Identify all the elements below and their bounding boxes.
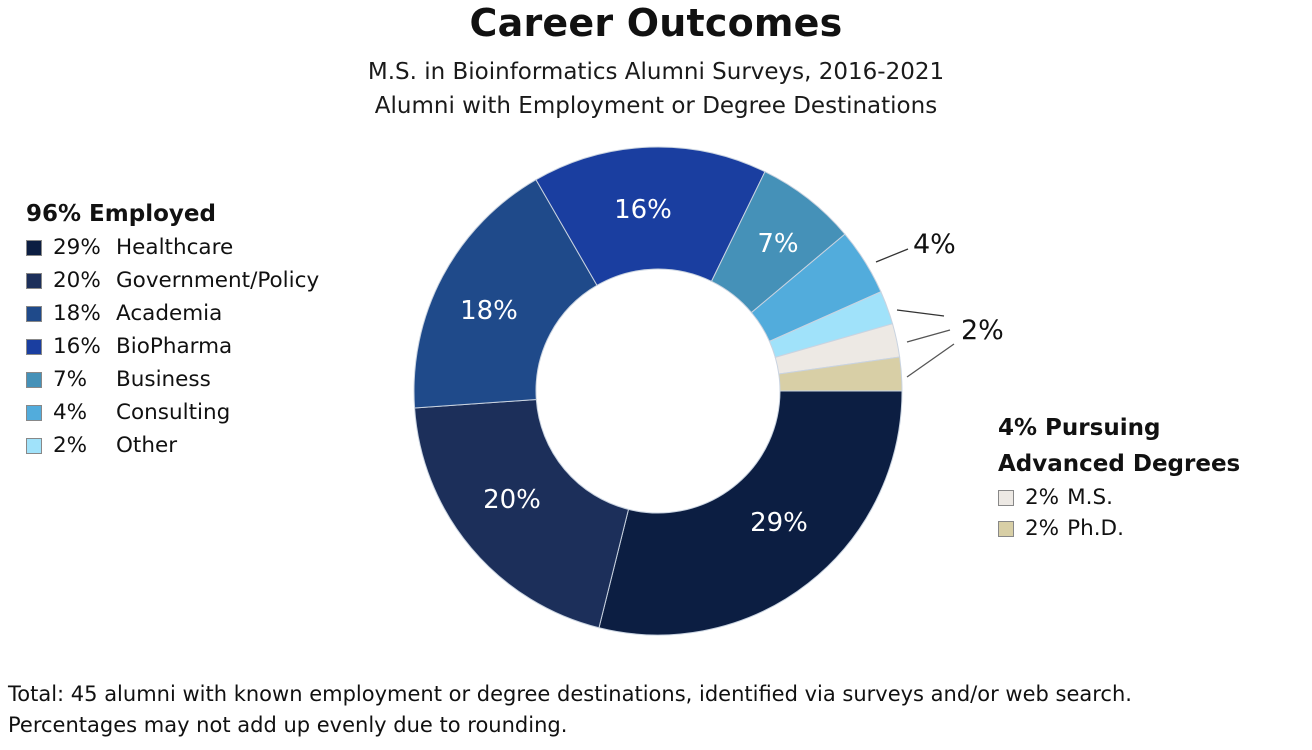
- legend-swatch: [26, 371, 42, 388]
- callout-line-phd: [906, 343, 955, 378]
- legend-employed-title: 96% Employed: [26, 201, 216, 227]
- donut-slices: [413, 146, 903, 636]
- legend-label: Healthcare: [116, 235, 234, 260]
- callout-line-ms: [906, 329, 951, 343]
- legend-swatch: [26, 239, 42, 256]
- legend-swatch: [998, 520, 1014, 537]
- legend-degrees-title-line1: 4% Pursuing: [998, 415, 1161, 441]
- legend-swatch: [26, 272, 42, 289]
- legend-percent: 4%: [53, 400, 88, 425]
- legend-item-consulting: 4% Consulting: [26, 396, 319, 429]
- legend-item-m-s-: 2% M.S.: [998, 482, 1240, 513]
- legend-item-academia: 18% Academia: [26, 297, 319, 330]
- legend-employed-items: 29% Healthcare 20% Government/Policy 18% Acad…: [26, 231, 319, 462]
- legend-item-business: 7% Business: [26, 363, 319, 396]
- slice-government-policy: [414, 398, 630, 629]
- slice-label-business: 7%: [757, 229, 798, 259]
- legend-advanced-degrees: 4% Pursuing Advanced Degrees 2% M.S. 2% Ph.…: [998, 410, 1240, 544]
- legend-label: Consulting: [116, 400, 231, 425]
- legend-employed: 96% Employed 29% Healthcare 20% Government/…: [26, 197, 319, 462]
- slice-label-academia: 18%: [460, 296, 518, 326]
- legend-percent: 7%: [53, 367, 88, 392]
- slice-label-government-policy: 20%: [483, 485, 541, 515]
- callout-label-small-group: 2%: [961, 315, 1004, 346]
- legend-item-biopharma: 16% BioPharma: [26, 330, 319, 363]
- chart-subtitle: M.S. in Bioinformatics Alumni Surveys, 2…: [367, 59, 945, 85]
- footnote-rounding: Percentages may not add up evenly due to…: [8, 713, 568, 737]
- legend-degrees-items: 2% M.S. 2% Ph.D.: [998, 482, 1240, 544]
- legend-swatch: [26, 305, 42, 322]
- legend-percent: 29%: [53, 235, 101, 260]
- legend-degrees-title-line2: Advanced Degrees: [998, 451, 1241, 477]
- slice-academia: [413, 179, 598, 409]
- legend-label: Other: [116, 433, 178, 458]
- legend-percent: 18%: [53, 301, 101, 326]
- callout-line-other: [896, 309, 945, 317]
- legend-percent: 20%: [53, 268, 101, 293]
- chart-title: Career Outcomes: [469, 1, 843, 45]
- slice-healthcare: [598, 390, 903, 636]
- legend-percent: 16%: [53, 334, 101, 359]
- legend-swatch: [26, 338, 42, 355]
- legend-label: Government/Policy: [116, 268, 320, 293]
- slice-biopharma: [535, 146, 766, 287]
- legend-label: Academia: [116, 301, 223, 326]
- callouts: 4% 2%: [875, 229, 1004, 378]
- legend-swatch: [26, 437, 42, 454]
- legend-percent: 2%: [1025, 485, 1060, 510]
- legend-label: Ph.D.: [1067, 516, 1124, 541]
- footnote-total: Total: 45 alumni with known employment o…: [8, 682, 1132, 706]
- legend-item-healthcare: 29% Healthcare: [26, 231, 319, 264]
- legend-swatch: [998, 489, 1014, 506]
- legend-swatch: [26, 404, 42, 421]
- legend-label: Business: [116, 367, 211, 392]
- callout-label-consulting: 4%: [913, 229, 956, 260]
- slice-labels: 29% 20% 18% 16% 7%: [460, 195, 808, 538]
- legend-item-other: 2% Other: [26, 429, 319, 462]
- legend-item-ph-d-: 2% Ph.D.: [998, 513, 1240, 544]
- legend-percent: 2%: [53, 433, 88, 458]
- slice-label-healthcare: 29%: [750, 508, 808, 538]
- slice-ph-d-: [778, 356, 903, 392]
- legend-label: BioPharma: [116, 334, 233, 359]
- legend-percent: 2%: [1025, 516, 1060, 541]
- callout-line-consulting: [875, 248, 909, 263]
- legend-label: M.S.: [1067, 485, 1113, 510]
- slice-label-biopharma: 16%: [614, 195, 672, 225]
- legend-item-government-policy: 20% Government/Policy: [26, 264, 319, 297]
- chart-subtitle-secondary: Alumni with Employment or Degree Destina…: [374, 93, 938, 119]
